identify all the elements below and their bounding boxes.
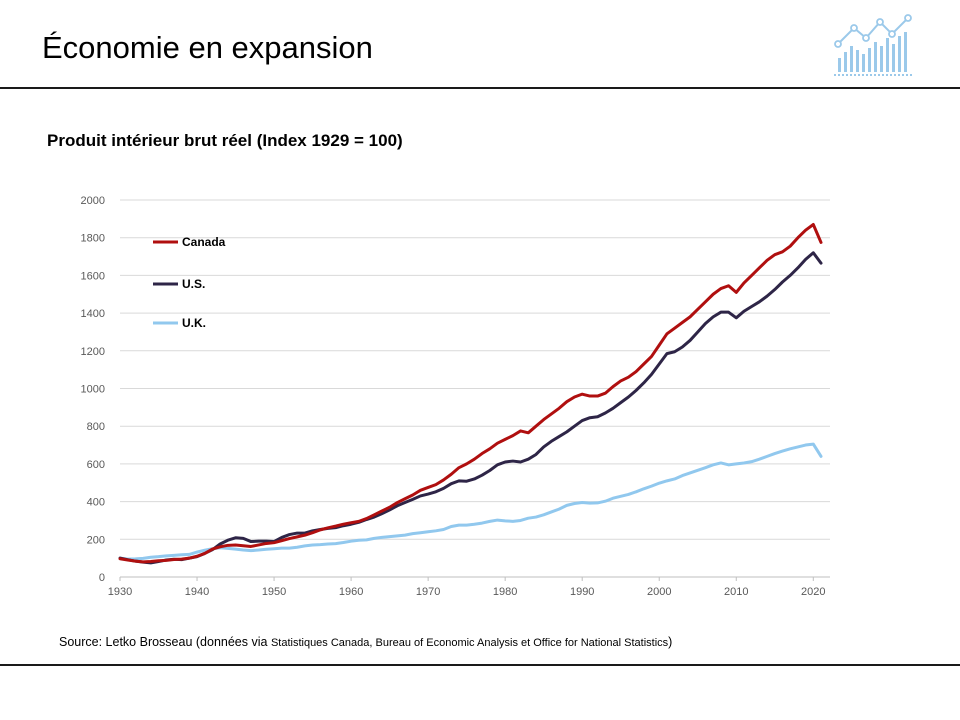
logo-bar (892, 44, 895, 72)
source-note: Source: Letko Brosseau (données via Stat… (59, 635, 672, 649)
x-tick-label: 1990 (570, 586, 594, 598)
logo-point (904, 14, 912, 22)
source-prefix: Source: Letko Brosseau (données via (59, 635, 271, 649)
logo-point (834, 40, 842, 48)
logo-bar (844, 52, 847, 72)
y-tick-label: 1800 (81, 233, 105, 245)
logo-bar (868, 48, 871, 72)
logo-bar (886, 38, 889, 72)
legend-label: U.S. (182, 277, 205, 291)
x-tick-label: 2010 (724, 586, 748, 598)
source-suffix: ) (668, 635, 673, 649)
logo-bar (862, 54, 865, 72)
logo-bar (898, 36, 901, 72)
y-tick-label: 400 (87, 497, 105, 509)
x-tick-label: 1980 (493, 586, 517, 598)
series-layer (118, 223, 823, 565)
legend-label: Canada (182, 235, 226, 249)
page-title: Économie en expansion (42, 30, 373, 65)
legend: Canada U.S. U.K. (153, 235, 226, 330)
y-tick-label: 600 (87, 459, 105, 471)
x-tick-label: 1930 (108, 586, 132, 598)
x-tick-label: 2000 (647, 586, 671, 598)
logo-point (862, 34, 870, 42)
legend-label: U.K. (182, 316, 206, 330)
logo-point (888, 30, 896, 38)
axis-layer: 0 200 400 600 800 1000 1200 1400 1600 1800 2000 193… (81, 195, 826, 598)
chart-title: Produit intérieur brut réel (Index 1929 … (47, 131, 403, 150)
logo-bar (904, 32, 907, 72)
logo-point (850, 24, 858, 32)
grid-layer (120, 199, 830, 578)
logo-point (876, 18, 884, 26)
bottom-divider (0, 664, 960, 666)
logo-bar (856, 50, 859, 72)
x-tick-label: 1960 (339, 586, 363, 598)
top-divider (0, 87, 960, 89)
y-tick-label: 0 (99, 572, 105, 584)
logo-bar (874, 42, 877, 72)
x-tick-label: 1970 (416, 586, 440, 598)
y-tick-label: 200 (87, 534, 105, 546)
y-tick-label: 1600 (81, 270, 105, 282)
y-tick-label: 1400 (81, 308, 105, 320)
y-tick-label: 2000 (81, 195, 105, 207)
series-line-uk (118, 442, 823, 561)
series-line-canada (118, 223, 823, 564)
chart-logo-icon (834, 14, 912, 76)
x-tick-label: 1950 (262, 586, 286, 598)
y-tick-label: 800 (87, 421, 105, 433)
x-tick-label: 2020 (801, 586, 825, 598)
logo-bar (850, 46, 853, 72)
source-detail: Statistiques Canada, Bureau of Economic … (270, 637, 669, 649)
y-tick-label: 1200 (81, 346, 105, 358)
series-line-us (118, 251, 823, 565)
logo-bar (880, 46, 883, 72)
y-tick-label: 1000 (81, 384, 105, 396)
x-tick-label: 1940 (185, 586, 209, 598)
logo-bar (838, 58, 841, 72)
